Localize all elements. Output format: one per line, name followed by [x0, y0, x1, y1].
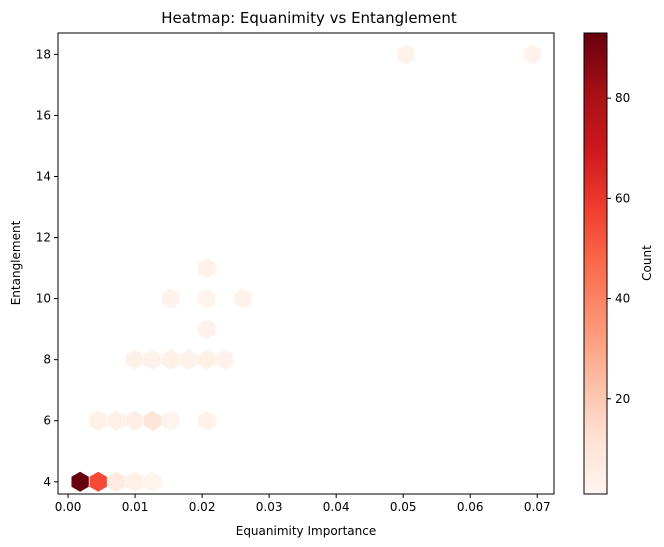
- hexbin-cell-12: [143, 349, 162, 370]
- y-tick-label: 8: [43, 353, 51, 367]
- chart-title: Heatmap: Equanimity vs Entanglement: [161, 9, 457, 27]
- y-tick-label: 10: [36, 292, 51, 306]
- colorbar-tick-label: 60: [615, 191, 630, 205]
- hexbin-cell-17: [198, 319, 216, 340]
- y-tick-label: 6: [43, 414, 51, 428]
- hexbin-cell-20: [234, 288, 252, 309]
- hexbin-cell-16: [216, 349, 234, 370]
- hexbin-cell-21: [198, 258, 216, 279]
- colorbar-label: Count: [640, 245, 654, 281]
- hexbin-cell-13: [161, 349, 180, 370]
- hexbin-cell-19: [198, 288, 216, 309]
- x-axis-ticks: 0.00 0.01 0.02 0.03 0.04 0.05 0.06 0.07: [55, 494, 551, 514]
- hexbin-cell-9: [161, 410, 180, 431]
- hexbin-cell-23: [523, 44, 542, 65]
- y-axis-label: Entanglement: [9, 220, 23, 305]
- hexbin-cell-4: [143, 471, 162, 492]
- hexbin-cell-6: [107, 410, 125, 431]
- hexbin-cell-2: [107, 471, 125, 492]
- hexbin-cell-5: [89, 410, 107, 431]
- hexbin-cell-15: [198, 349, 216, 370]
- x-tick-label: 0.07: [524, 500, 551, 514]
- hexbin-cell-0: [71, 471, 89, 492]
- hexbin-cell-22: [397, 44, 415, 65]
- x-tick-label: 0.04: [323, 500, 350, 514]
- hexbin-cell-10: [198, 410, 216, 431]
- y-tick-label: 16: [36, 108, 51, 122]
- y-tick-label: 18: [36, 47, 51, 61]
- x-tick-label: 0.00: [55, 500, 82, 514]
- y-tick-label: 4: [43, 475, 51, 489]
- hexbin-cell-18: [161, 288, 180, 309]
- colorbar-ticks: 20 40 60 80: [607, 91, 630, 406]
- hexbin-cell-1: [89, 471, 107, 492]
- x-tick-label: 0.03: [256, 500, 283, 514]
- x-axis-label: Equanimity Importance: [236, 524, 377, 538]
- hexbin-cell-11: [125, 349, 144, 370]
- x-tick-label: 0.05: [390, 500, 417, 514]
- x-tick-label: 0.06: [457, 500, 484, 514]
- y-tick-label: 12: [36, 231, 51, 245]
- hexbin-cell-14: [180, 349, 198, 370]
- plot-frame: [57, 32, 555, 495]
- colorbar-tick-label: 40: [615, 292, 630, 306]
- hexbin-layer: [71, 44, 542, 492]
- hexbin-cell-3: [125, 471, 144, 492]
- colorbar-tick-label: 20: [615, 392, 630, 406]
- x-tick-label: 0.01: [122, 500, 149, 514]
- x-tick-label: 0.02: [189, 500, 216, 514]
- hexbin-cell-8: [143, 410, 162, 431]
- colorbar-tick-label: 80: [615, 91, 630, 105]
- hexbin-cell-7: [125, 410, 144, 431]
- colorbar: [583, 32, 608, 495]
- y-tick-label: 14: [36, 169, 51, 183]
- y-axis-ticks: 4 6 8 10 12 14 16 18: [36, 47, 58, 489]
